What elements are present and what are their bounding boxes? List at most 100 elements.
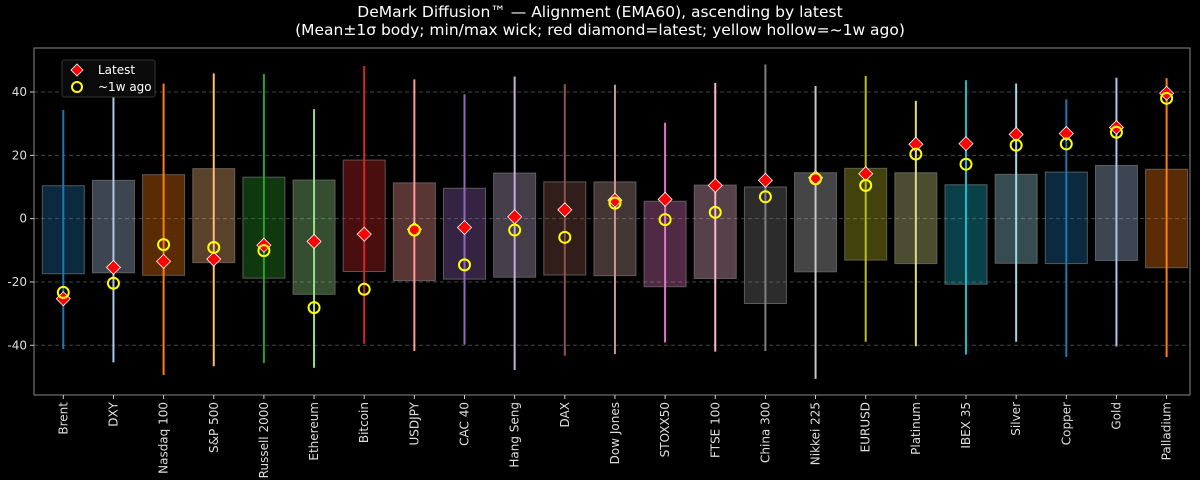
x-tick-label: China 300 bbox=[758, 402, 772, 463]
week-ago-marker bbox=[157, 238, 171, 252]
x-tick-label: DXY bbox=[106, 401, 120, 426]
chart-subtitle: (Mean±1σ body; min/max wick; red diamond… bbox=[295, 21, 905, 39]
x-tick-label: Bitcoin bbox=[357, 402, 371, 443]
series-cac-40 bbox=[443, 94, 486, 345]
legend-frame bbox=[61, 59, 156, 98]
x-tick-label: S&P 500 bbox=[207, 402, 221, 453]
week-ago-marker bbox=[407, 223, 421, 237]
week-ago-marker bbox=[1059, 137, 1073, 151]
x-tick-label: Silver bbox=[1009, 402, 1023, 436]
x-tick-label: Nasdaq 100 bbox=[157, 402, 171, 474]
y-tick-label: -20 bbox=[7, 275, 27, 289]
legend-label-latest: Latest bbox=[98, 63, 135, 77]
plot-frame bbox=[33, 47, 1191, 396]
week-ago-marker bbox=[508, 223, 522, 237]
series-stoxx50 bbox=[643, 122, 687, 343]
x-tick-label: Platinum bbox=[909, 402, 923, 455]
series-dax bbox=[543, 84, 587, 356]
week-ago-marker bbox=[1009, 138, 1023, 152]
x-tick-label: IBEX 35 bbox=[959, 402, 973, 449]
series-gold bbox=[1094, 77, 1138, 347]
series-eurusd bbox=[844, 75, 888, 342]
series-palladium bbox=[1145, 78, 1189, 358]
x-tick-label: Gold bbox=[1109, 402, 1123, 430]
latest-marker bbox=[958, 136, 974, 152]
week-ago-marker bbox=[558, 230, 572, 244]
latest-marker bbox=[156, 253, 172, 269]
latest-marker bbox=[607, 192, 623, 208]
x-tick-label: FTSE 100 bbox=[708, 402, 722, 458]
series-ethereum bbox=[292, 109, 336, 368]
y-tick-label: 20 bbox=[12, 148, 27, 162]
week-ago-marker bbox=[859, 178, 873, 192]
latest-marker bbox=[1058, 125, 1074, 142]
x-tick-label: Nikkei 225 bbox=[809, 402, 823, 465]
x-tick-label: Hang Seng bbox=[508, 402, 522, 468]
latest-marker bbox=[657, 191, 673, 207]
series-dow-jones bbox=[593, 84, 637, 355]
series-brent bbox=[41, 110, 85, 350]
chart-title: DeMark Diffusion™ — Alignment (EMA60), a… bbox=[357, 3, 842, 21]
y-axis: -40 -20 0 20 40 bbox=[7, 85, 34, 352]
latest-marker bbox=[105, 259, 122, 275]
series-russell-2000 bbox=[242, 73, 286, 364]
series-nasdaq-100 bbox=[142, 83, 186, 376]
x-tick-label: Ethereum bbox=[307, 402, 321, 461]
x-tick-label: USDJPY bbox=[407, 401, 421, 445]
week-ago-marker bbox=[658, 213, 672, 227]
x-tick-label: Copper bbox=[1059, 402, 1073, 445]
latest-marker bbox=[1008, 126, 1024, 142]
latest-marker bbox=[356, 226, 372, 242]
week-ago-marker bbox=[809, 172, 823, 186]
week-ago-marker bbox=[257, 244, 271, 258]
week-ago-marker bbox=[608, 196, 622, 210]
week-ago-marker bbox=[1109, 125, 1123, 139]
week-ago-marker bbox=[56, 285, 70, 299]
x-tick-label: EURUSD bbox=[859, 402, 873, 452]
week-ago-marker bbox=[357, 282, 371, 296]
latest-marker bbox=[306, 233, 322, 250]
latest-marker bbox=[206, 251, 222, 267]
x-tick-label: DAX bbox=[558, 402, 572, 427]
x-tick-label: Russell 2000 bbox=[257, 402, 271, 478]
series-nikkei-225 bbox=[794, 85, 838, 379]
legend-hollow-circle-icon bbox=[71, 81, 83, 93]
x-tick-label: CAC 40 bbox=[458, 402, 472, 446]
grid bbox=[34, 91, 1190, 346]
x-tick-label: Dow Jones bbox=[608, 402, 622, 464]
week-ago-marker bbox=[959, 157, 973, 171]
series-dxy bbox=[91, 94, 135, 363]
series-copper bbox=[1044, 99, 1088, 358]
latest-marker bbox=[757, 172, 773, 188]
latest-marker bbox=[908, 136, 924, 152]
week-ago-marker bbox=[307, 301, 321, 315]
week-ago-marker bbox=[207, 240, 221, 254]
week-ago-marker bbox=[708, 205, 722, 219]
legend-label-week-ago: ~1w ago bbox=[98, 80, 152, 94]
week-ago-marker bbox=[106, 276, 120, 290]
series-bitcoin bbox=[342, 66, 386, 344]
latest-marker bbox=[456, 219, 473, 236]
x-axis: Brent DXY Nasdaq 100 S&P 500 Russell 2000 Eth… bbox=[56, 395, 1174, 478]
week-ago-marker bbox=[1160, 91, 1174, 105]
y-tick-label: 40 bbox=[12, 85, 27, 99]
legend-diamond-icon bbox=[70, 63, 84, 77]
latest-marker bbox=[707, 177, 723, 193]
series-silver bbox=[994, 83, 1038, 342]
legend: Latest ~1w ago bbox=[61, 59, 156, 98]
series-usdjpy bbox=[392, 79, 436, 351]
x-tick-label: Brent bbox=[56, 402, 70, 435]
series-hang-seng bbox=[493, 76, 537, 370]
x-tick-label: Palladium bbox=[1160, 402, 1174, 460]
y-tick-label: -40 bbox=[7, 338, 27, 352]
week-ago-marker bbox=[758, 190, 772, 204]
series-platinum bbox=[894, 100, 938, 347]
series-china-300 bbox=[743, 64, 787, 351]
x-tick-label: STOXX50 bbox=[658, 402, 672, 457]
series-s-p-500 bbox=[192, 73, 236, 367]
latest-marker bbox=[557, 202, 573, 218]
week-ago-marker bbox=[909, 147, 923, 161]
series-ftse-100 bbox=[693, 82, 737, 352]
marks bbox=[41, 64, 1189, 379]
